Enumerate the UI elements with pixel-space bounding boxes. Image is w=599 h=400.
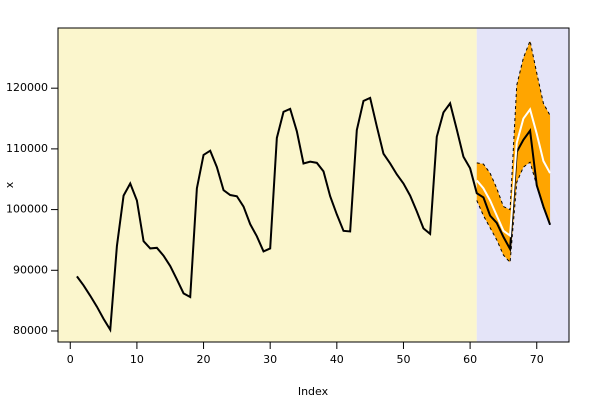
y-tick-label: 110000 — [6, 142, 48, 155]
y-axis-label: x — [3, 181, 16, 188]
x-tick-label: 0 — [67, 353, 74, 366]
x-tick-label: 50 — [396, 353, 410, 366]
series-line — [476, 161, 551, 264]
series-line — [476, 107, 551, 238]
x-tick-label: 20 — [197, 353, 211, 366]
x-tick-label: 60 — [463, 353, 477, 366]
x-tick-label: 30 — [263, 353, 277, 366]
history-region — [58, 28, 477, 342]
x-axis-label: Index — [298, 385, 329, 398]
y-tick-label: 90000 — [13, 263, 48, 276]
y-tick-label: 120000 — [6, 81, 48, 94]
x-tick-label: 70 — [530, 353, 544, 366]
y-tick-label: 80000 — [13, 324, 48, 337]
series-line — [476, 39, 551, 211]
series-line — [76, 96, 552, 333]
x-tick-label: 40 — [330, 353, 344, 366]
y-tick-label: 100000 — [6, 203, 48, 216]
forecast-band — [476, 40, 551, 263]
x-tick-label: 10 — [130, 353, 144, 366]
